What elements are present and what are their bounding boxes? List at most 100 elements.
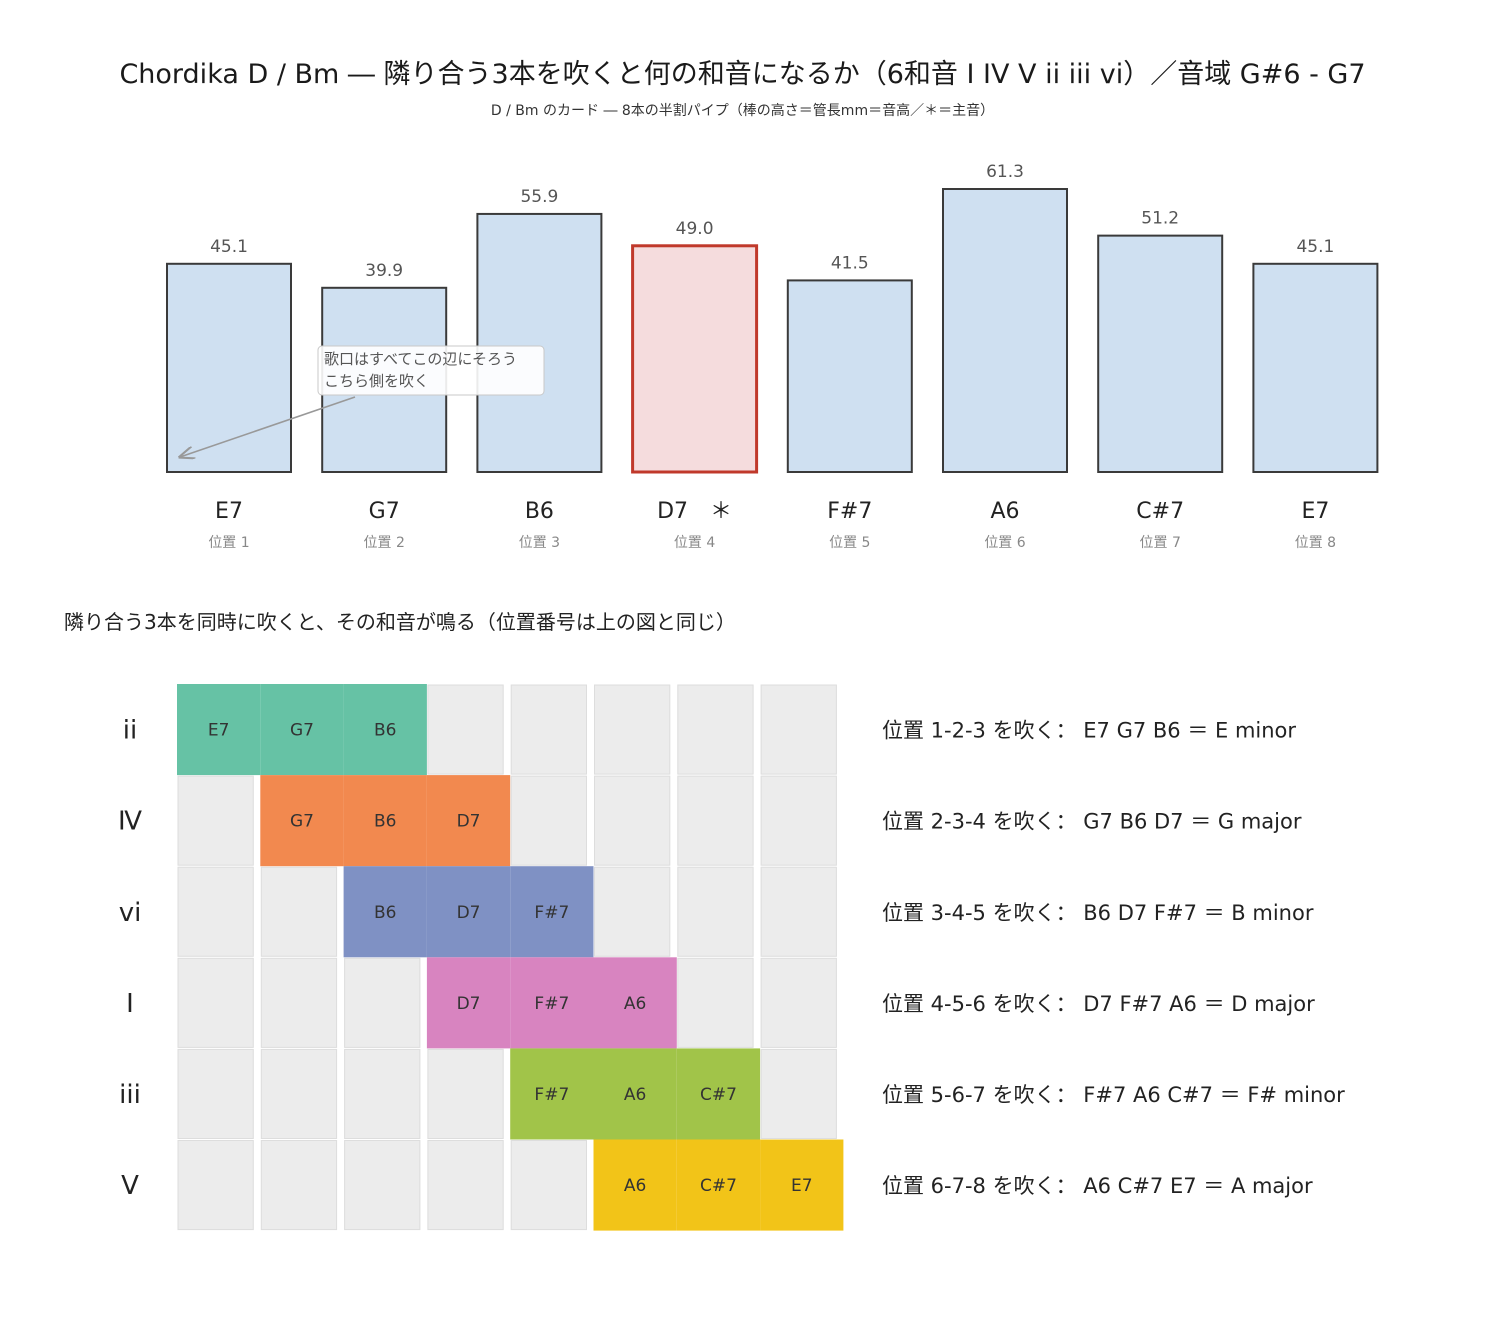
- empty-cell: [594, 775, 671, 866]
- empty-cell: [427, 684, 504, 775]
- chord-note-label: A6: [624, 994, 646, 1014]
- chord-cell: [593, 957, 677, 1049]
- empty-cell: [594, 684, 671, 775]
- bar-value-label: 61.3: [986, 162, 1024, 182]
- x-tick-label: E7: [1301, 499, 1329, 524]
- chord-note-label: D7: [457, 903, 481, 923]
- roman-numeral-label: vi: [119, 898, 142, 928]
- roman-numeral-label: iii: [119, 1080, 141, 1110]
- x-tick-label: B6: [525, 499, 554, 524]
- annotation-box: [317, 345, 545, 396]
- x-tick-label: E7: [215, 499, 243, 524]
- bar-value-label: 55.9: [520, 187, 558, 207]
- position-label: 位置 2: [364, 535, 405, 551]
- chord-cell: [676, 1139, 761, 1231]
- empty-cell: [760, 684, 837, 775]
- empty-cell: [677, 684, 754, 775]
- chord-note-label: C#7: [700, 1085, 737, 1105]
- x-tick-label: C#7: [1136, 499, 1184, 524]
- chord-description: 位置 2-3-4 を吹く： G7 B6 D7 ＝ G major: [882, 810, 1302, 834]
- x-tick-label: D7 ＊: [657, 499, 732, 524]
- bar-value-label: 51.2: [1141, 209, 1179, 229]
- position-label: 位置 7: [1140, 535, 1181, 551]
- chord-description: 位置 3-4-5 を吹く： B6 D7 F#7 ＝ B minor: [882, 901, 1314, 925]
- chord-note-label: D7: [457, 994, 481, 1014]
- roman-numeral-label: V: [121, 1171, 139, 1201]
- chart-subtitle: D / Bm のカード ― 8本の半割パイプ（棒の高さ＝管長mm＝音高／＊＝主音…: [490, 103, 995, 119]
- empty-cell: [594, 866, 671, 957]
- chord-cell: [593, 1139, 677, 1231]
- empty-cell: [677, 866, 754, 957]
- chord-note-label: B6: [374, 903, 396, 923]
- chord-cell: [510, 866, 594, 958]
- chord-cell: [593, 1048, 677, 1140]
- empty-cell: [510, 684, 588, 775]
- empty-cell: [177, 957, 254, 1048]
- empty-cell: [677, 957, 754, 1048]
- bar-chart: 45.1 E7 位置 1 39.9 G7 位置 2 55.9 B6 位置 3 49.0 D7 ＊ 位置…: [166, 162, 1379, 551]
- chord-note-label: G7: [290, 812, 314, 832]
- chord-cell: [760, 1139, 844, 1231]
- chord-cell: [510, 1048, 594, 1140]
- empty-cell: [344, 1048, 421, 1140]
- chord-description: 位置 5-6-7 を吹く： F#7 A6 C#7 ＝ F# minor: [882, 1083, 1345, 1107]
- bar-value-label: 41.5: [831, 253, 869, 273]
- position-label: 位置 6: [984, 535, 1025, 551]
- empty-cell: [260, 1048, 338, 1140]
- chord-cell: [260, 775, 344, 867]
- empty-cell: [760, 1048, 837, 1140]
- bar: [166, 262, 292, 473]
- bar-value-label: 45.1: [210, 237, 248, 257]
- chord-note-label: D7: [457, 812, 481, 832]
- x-tick-label: F#7: [827, 499, 872, 524]
- empty-cell: [760, 775, 837, 866]
- empty-cell: [177, 1140, 254, 1231]
- annotation-arrow: [180, 396, 356, 457]
- bar: [942, 188, 1068, 473]
- bar: [631, 244, 759, 474]
- bar: [1252, 262, 1379, 473]
- section-title: 隣り合う3本を同時に吹くと、その和音が鳴る（位置番号は上の図と同じ）: [64, 610, 736, 634]
- chord-description: 位置 1-2-3 を吹く： E7 G7 B6 ＝ E minor: [882, 719, 1296, 743]
- chord-note-label: F#7: [534, 994, 569, 1014]
- chord-note-label: E7: [208, 721, 230, 741]
- chord-cell: [343, 775, 427, 867]
- empty-cell: [260, 957, 338, 1048]
- chord-note-label: A6: [624, 1085, 646, 1105]
- bar-value-label: 45.1: [1296, 237, 1334, 257]
- empty-cell: [760, 957, 837, 1048]
- chord-cell: [343, 684, 427, 776]
- position-label: 位置 8: [1295, 535, 1336, 551]
- empty-cell: [510, 1140, 588, 1231]
- empty-cell: [344, 1140, 421, 1231]
- empty-cell: [177, 775, 254, 866]
- bar-value-label: 49.0: [676, 219, 714, 239]
- chord-cell: [510, 957, 594, 1049]
- chord-cell: [676, 1048, 761, 1140]
- chord-note-label: E7: [791, 1176, 813, 1196]
- chord-cell: [260, 684, 344, 776]
- chord-cell: [426, 957, 511, 1049]
- annotation-line-2: こちら側を吹く: [324, 372, 429, 390]
- chord-grid: E7 G7 B6 ii 位置 1-2-3 を吹く： E7 G7 B6 ＝ E minor…: [118, 684, 1345, 1231]
- position-label: 位置 4: [674, 535, 715, 551]
- chord-description: 位置 6-7-8 を吹く： A6 C#7 E7 ＝ A major: [882, 1174, 1313, 1198]
- roman-numeral-label: I: [126, 989, 134, 1019]
- chord-cell: [426, 775, 511, 867]
- chord-note-label: B6: [374, 812, 396, 832]
- chord-note-label: G7: [290, 721, 314, 741]
- chart-title: Chordika D / Bm ― 隣り合う3本を吹くと何の和音になるか（6和音…: [119, 59, 1366, 90]
- empty-cell: [427, 1140, 504, 1231]
- empty-cell: [177, 866, 254, 957]
- chord-note-label: F#7: [534, 903, 569, 923]
- empty-cell: [760, 866, 837, 957]
- chord-note-label: C#7: [700, 1176, 737, 1196]
- roman-numeral-label: Ⅳ: [118, 807, 142, 837]
- empty-cell: [260, 1140, 338, 1231]
- empty-cell: [677, 775, 754, 866]
- annotation-line-1: 歌口はすべてこの辺にそろう: [324, 350, 517, 368]
- chord-cell: [177, 684, 261, 776]
- chord-note-label: A6: [624, 1176, 646, 1196]
- roman-numeral-label: ii: [123, 716, 137, 746]
